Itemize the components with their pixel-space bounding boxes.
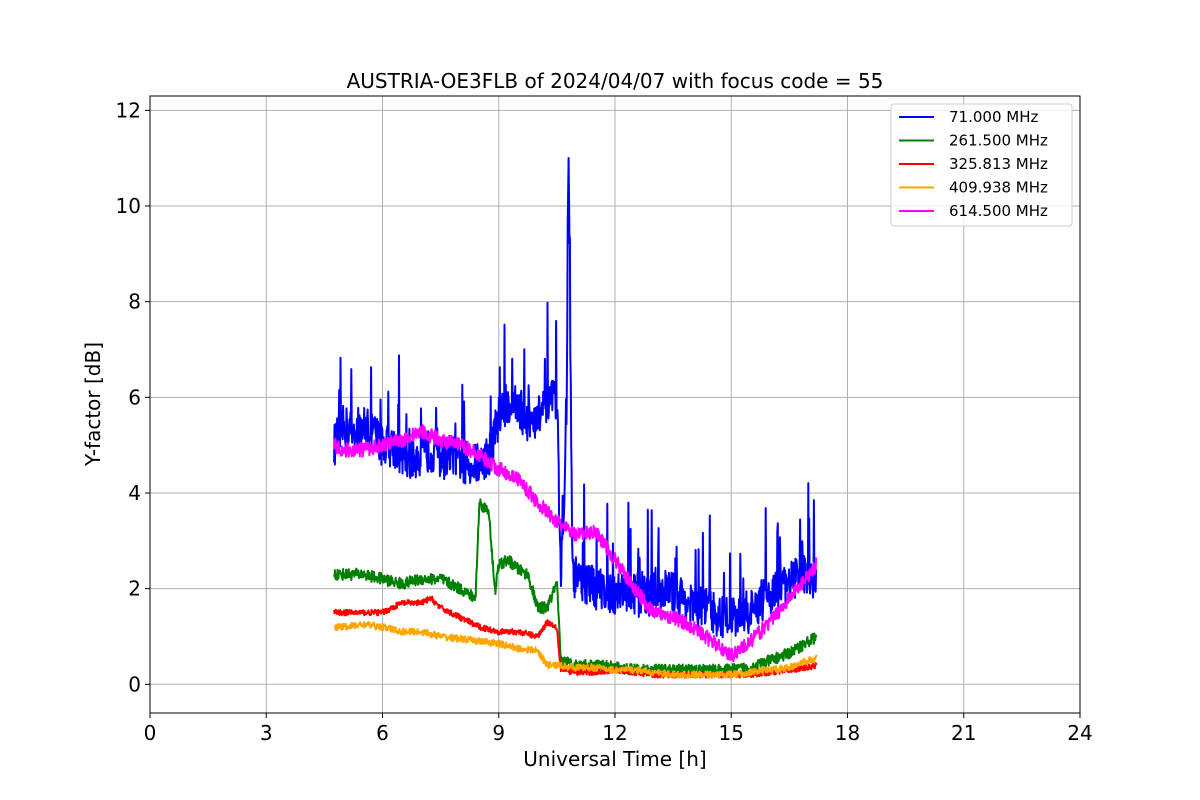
y-axis-title: Y-factor [dB] — [81, 342, 105, 467]
y-tick-label: 6 — [128, 385, 141, 409]
series-line-0 — [333, 157, 818, 639]
x-tick-label: 12 — [602, 721, 627, 745]
legend-label-0: 71.000 MHz — [949, 108, 1038, 126]
legend-box — [890, 103, 1073, 227]
legend: 71.000 MHz 261.500 MHz 325.813 MHz 409.938 … — [890, 103, 1073, 227]
chart-title: AUSTRIA-OE3FLB of 2024/04/07 with focus … — [347, 69, 884, 93]
y-tick-label: 2 — [128, 577, 141, 601]
series-line-4 — [333, 424, 818, 662]
x-tick-label: 6 — [376, 721, 389, 745]
y-tick-label: 4 — [128, 481, 141, 505]
x-tick-label: 24 — [1067, 721, 1092, 745]
x-tick-label: 3 — [260, 721, 273, 745]
series-line-3 — [333, 620, 818, 680]
legend-label-1: 261.500 MHz — [949, 132, 1048, 150]
legend-label-3: 409.938 MHz — [949, 179, 1048, 197]
plot-series — [333, 157, 818, 680]
legend-label-2: 325.813 MHz — [949, 155, 1048, 173]
x-axis-title: Universal Time [h] — [523, 747, 706, 771]
x-tick-label: 15 — [719, 721, 744, 745]
series-line-1 — [333, 498, 818, 677]
y-tick-label: 10 — [116, 194, 141, 218]
legend-label-4: 614.500 MHz — [949, 202, 1048, 220]
x-tick-label: 21 — [951, 721, 976, 745]
x-tick-label: 0 — [144, 721, 157, 745]
x-tick-label: 18 — [835, 721, 860, 745]
y-tick-label: 0 — [128, 672, 141, 696]
y-tick-label: 8 — [128, 290, 141, 314]
y-tick-label: 12 — [116, 98, 141, 122]
x-tick-label: 9 — [492, 721, 505, 745]
